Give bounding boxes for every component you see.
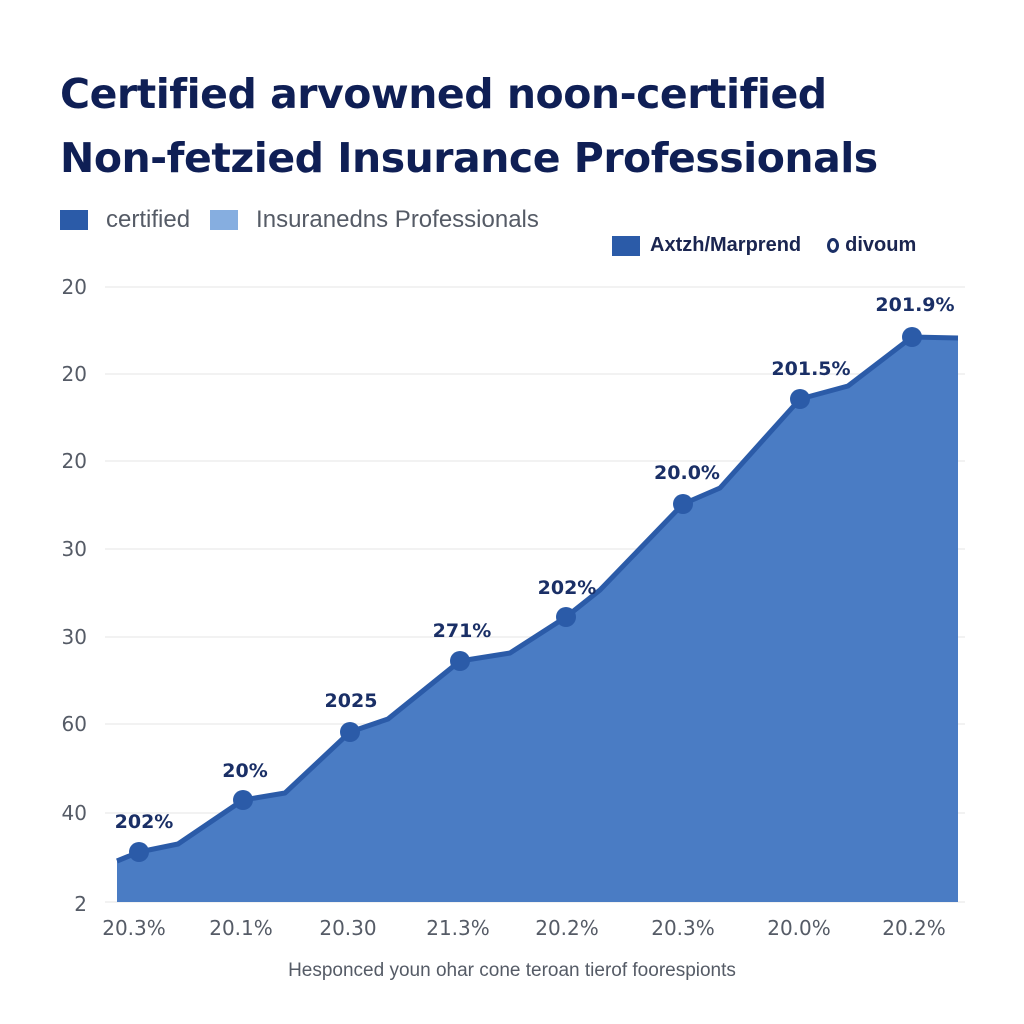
x-tick: 20.2%	[535, 916, 599, 940]
chart-title-line-1: Certified arvowned noon-certified	[60, 70, 827, 118]
y-tick: 20	[62, 275, 87, 299]
area-line	[116, 334, 959, 864]
y-tick: 20	[62, 362, 87, 386]
x-tick: 21.3%	[426, 916, 490, 940]
x-tick: 20.2%	[882, 916, 946, 940]
data-point[interactable]	[790, 389, 810, 409]
y-tick: 60	[62, 712, 87, 736]
data-point[interactable]	[556, 607, 576, 627]
data-label: 20%	[222, 760, 267, 782]
y-axis-ticks: 20 20 20 30 30 60 40 2	[62, 275, 87, 916]
data-point[interactable]	[340, 722, 360, 742]
data-label: 202%	[115, 811, 174, 833]
legend-swatch-certified	[60, 210, 88, 230]
x-tick: 20.1%	[209, 916, 273, 940]
data-point[interactable]	[129, 842, 149, 862]
legend-label-certified: certified	[106, 206, 191, 233]
data-label: 202%	[538, 577, 597, 599]
x-axis-ticks: 20.3% 20.1% 20.30 21.3% 20.2% 20.3% 20.0…	[102, 916, 946, 940]
data-point[interactable]	[233, 790, 253, 810]
x-tick: 20.3%	[651, 916, 715, 940]
legend-label-insurance-professionals: Insuranedns Professionals	[256, 206, 539, 233]
legend-top: certified Insuranedns Professionals	[60, 206, 559, 234]
x-tick: 20.30	[319, 916, 376, 940]
chart-title: Certified arvowned noon-certified Non-fe…	[60, 62, 878, 190]
y-tick: 40	[62, 801, 87, 825]
data-label: 20.0%	[654, 462, 720, 484]
legend-label-divoum: divoum	[845, 234, 917, 256]
chart-title-line-2: Non-fetzied Insurance Professionals	[60, 134, 878, 182]
legend-right: Axtzh/Marprend divoum	[612, 234, 916, 257]
legend-swatch-insurance-professionals	[210, 210, 239, 230]
data-point[interactable]	[673, 494, 693, 514]
legend-swatch-square-icon	[612, 235, 640, 256]
data-label: 201.9%	[875, 294, 954, 316]
y-tick: 20	[62, 449, 87, 473]
legend-label-axtzh: Axtzh/Marprend	[650, 234, 802, 256]
x-tick: 20.0%	[767, 916, 831, 940]
x-tick: 20.3%	[102, 916, 166, 940]
area-fill	[117, 337, 958, 902]
legend-circle-outline-icon	[827, 238, 840, 253]
data-labels: 202% 20% 2025 271% 202% 20.0% 201.5% 201…	[115, 294, 955, 833]
x-axis-label: Hesponced youn ohar cone teroan tierof f…	[288, 960, 736, 981]
data-point[interactable]	[450, 651, 470, 671]
data-label: 2025	[325, 690, 378, 712]
y-tick: 30	[62, 537, 87, 561]
data-point[interactable]	[902, 327, 922, 347]
y-tick: 30	[62, 625, 87, 649]
data-points	[129, 327, 922, 862]
data-label: 201.5%	[771, 358, 850, 380]
y-tick: 2	[74, 892, 87, 916]
data-label: 271%	[433, 620, 492, 642]
